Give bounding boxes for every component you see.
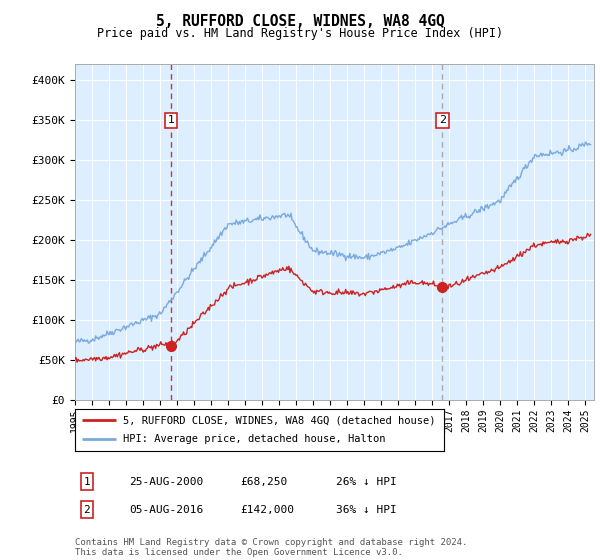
Text: 25-AUG-2000: 25-AUG-2000 <box>129 477 203 487</box>
Text: 5, RUFFORD CLOSE, WIDNES, WA8 4GQ (detached house): 5, RUFFORD CLOSE, WIDNES, WA8 4GQ (detac… <box>123 415 436 425</box>
Text: 2: 2 <box>439 115 446 125</box>
Text: 36% ↓ HPI: 36% ↓ HPI <box>336 505 397 515</box>
Text: £142,000: £142,000 <box>240 505 294 515</box>
Text: Contains HM Land Registry data © Crown copyright and database right 2024.
This d: Contains HM Land Registry data © Crown c… <box>75 538 467 557</box>
Text: 26% ↓ HPI: 26% ↓ HPI <box>336 477 397 487</box>
Text: 1: 1 <box>167 115 175 125</box>
Text: £68,250: £68,250 <box>240 477 287 487</box>
Text: HPI: Average price, detached house, Halton: HPI: Average price, detached house, Halt… <box>123 435 385 445</box>
Text: 2: 2 <box>83 505 91 515</box>
Text: 05-AUG-2016: 05-AUG-2016 <box>129 505 203 515</box>
Text: 5, RUFFORD CLOSE, WIDNES, WA8 4GQ: 5, RUFFORD CLOSE, WIDNES, WA8 4GQ <box>155 14 445 29</box>
Text: 1: 1 <box>83 477 91 487</box>
Text: Price paid vs. HM Land Registry's House Price Index (HPI): Price paid vs. HM Land Registry's House … <box>97 27 503 40</box>
